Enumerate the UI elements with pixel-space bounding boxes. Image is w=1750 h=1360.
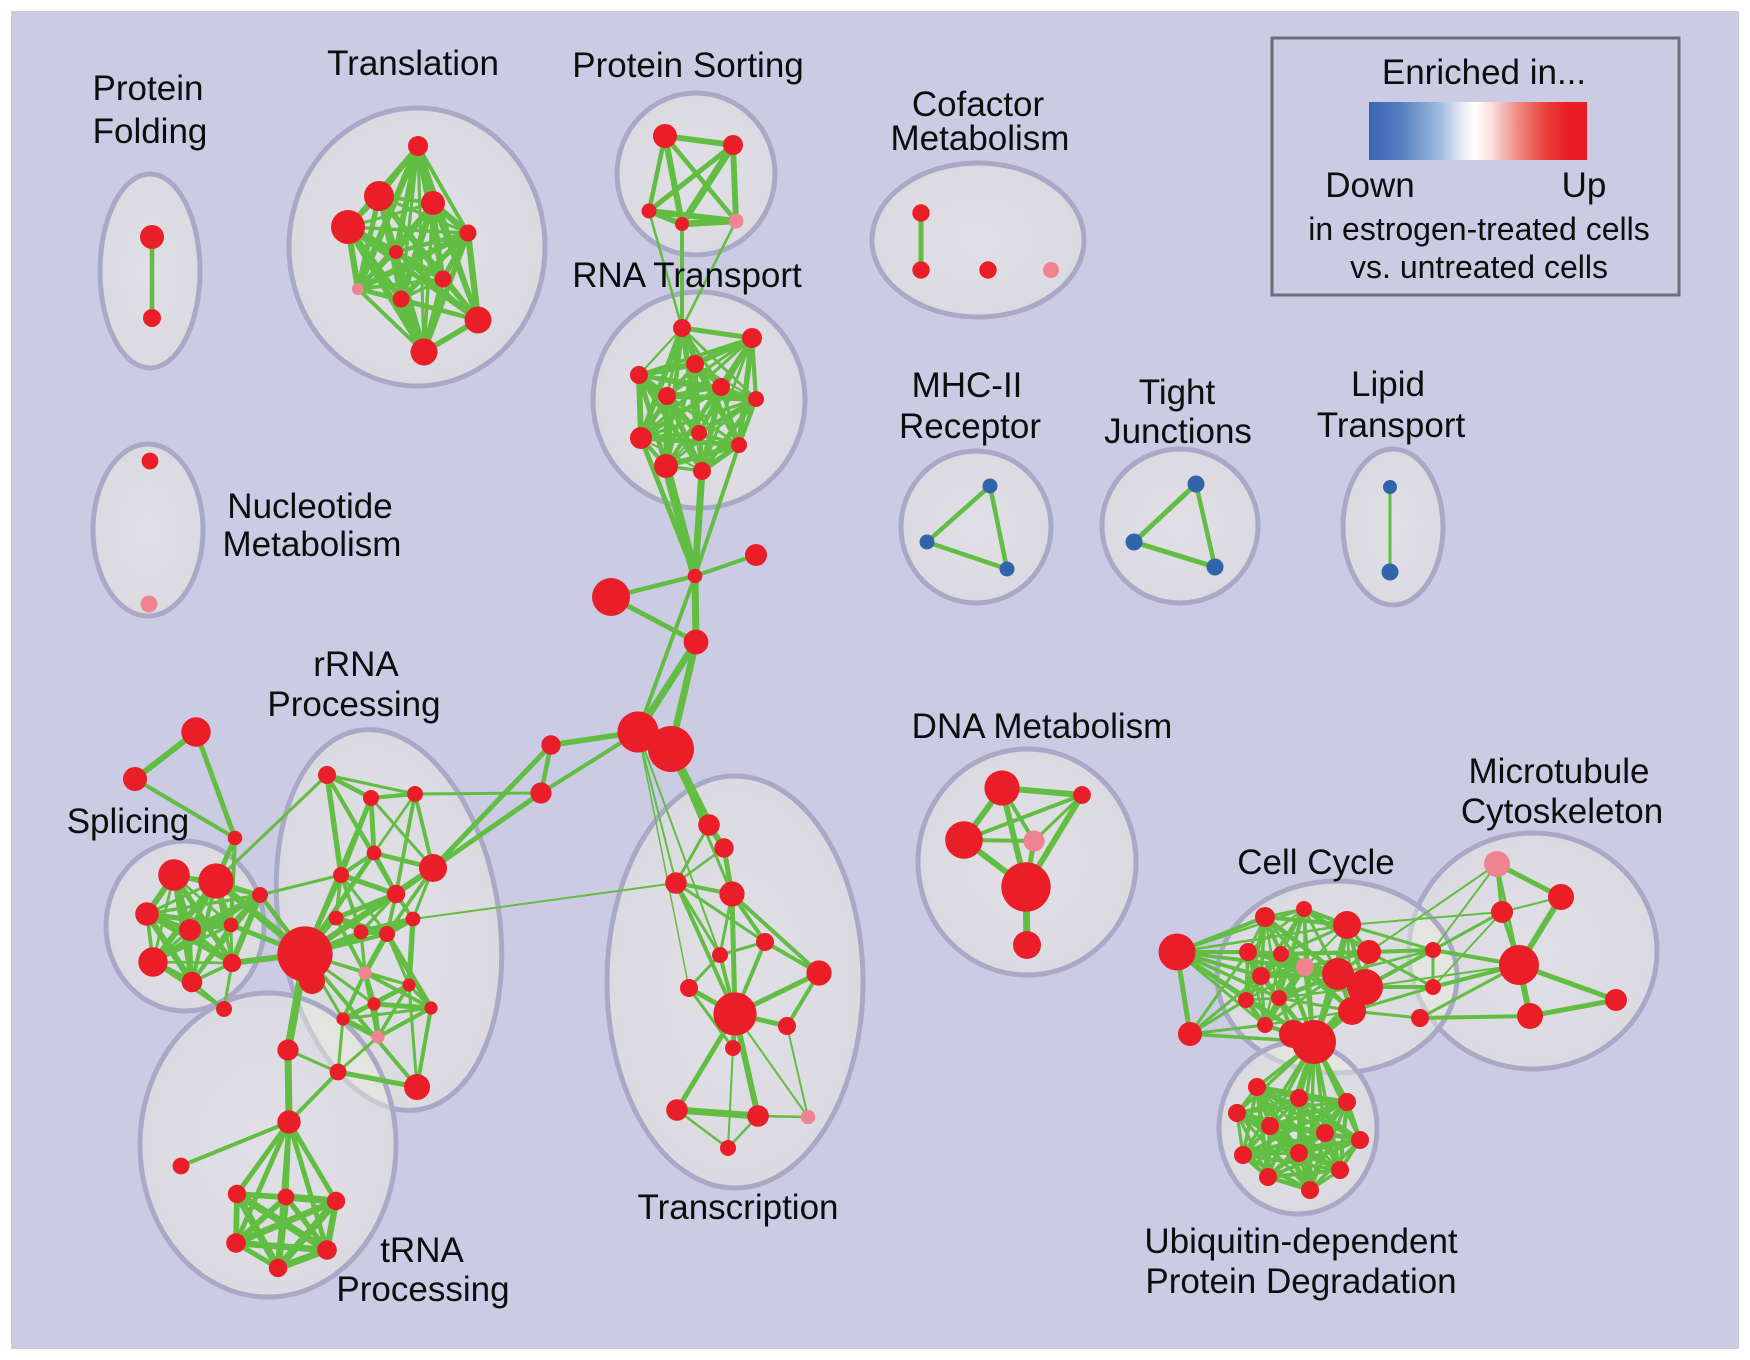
svg-text:Transcription: Transcription — [638, 1188, 839, 1227]
svg-text:Nucleotide: Nucleotide — [227, 487, 392, 526]
svg-text:in estrogen-treated cells: in estrogen-treated cells — [1308, 211, 1650, 247]
svg-text:Transport: Transport — [1317, 406, 1466, 445]
svg-text:Translation: Translation — [327, 44, 499, 83]
svg-text:Lipid: Lipid — [1351, 365, 1425, 404]
svg-text:Metabolism: Metabolism — [891, 119, 1070, 158]
svg-text:Splicing: Splicing — [67, 802, 190, 841]
svg-text:Metabolism: Metabolism — [223, 525, 402, 564]
svg-text:Cofactor: Cofactor — [912, 85, 1045, 124]
svg-text:Cell Cycle: Cell Cycle — [1237, 843, 1395, 882]
svg-text:Junctions: Junctions — [1104, 412, 1252, 451]
svg-text:tRNA: tRNA — [380, 1231, 464, 1270]
svg-text:vs. untreated cells: vs. untreated cells — [1350, 249, 1608, 285]
svg-text:Protein Sorting: Protein Sorting — [572, 46, 804, 85]
svg-text:RNA Transport: RNA Transport — [572, 256, 802, 295]
svg-text:MHC-II: MHC-II — [912, 366, 1023, 405]
svg-text:Down: Down — [1325, 166, 1414, 205]
svg-text:Protein Degradation: Protein Degradation — [1145, 1262, 1456, 1301]
svg-text:Protein: Protein — [93, 69, 204, 108]
svg-text:Tight: Tight — [1139, 373, 1216, 412]
svg-text:Enriched in...: Enriched in... — [1382, 53, 1586, 92]
svg-text:DNA Metabolism: DNA Metabolism — [912, 707, 1173, 746]
svg-text:Receptor: Receptor — [899, 407, 1041, 446]
svg-text:rRNA: rRNA — [313, 645, 399, 684]
svg-text:Ubiquitin-dependent: Ubiquitin-dependent — [1144, 1222, 1458, 1261]
svg-text:Folding: Folding — [93, 112, 208, 151]
svg-text:Microtubule: Microtubule — [1469, 752, 1650, 791]
svg-text:Processing: Processing — [267, 685, 440, 724]
svg-text:Cytoskeleton: Cytoskeleton — [1461, 792, 1663, 831]
svg-text:Up: Up — [1562, 166, 1607, 205]
svg-text:Processing: Processing — [336, 1270, 509, 1309]
